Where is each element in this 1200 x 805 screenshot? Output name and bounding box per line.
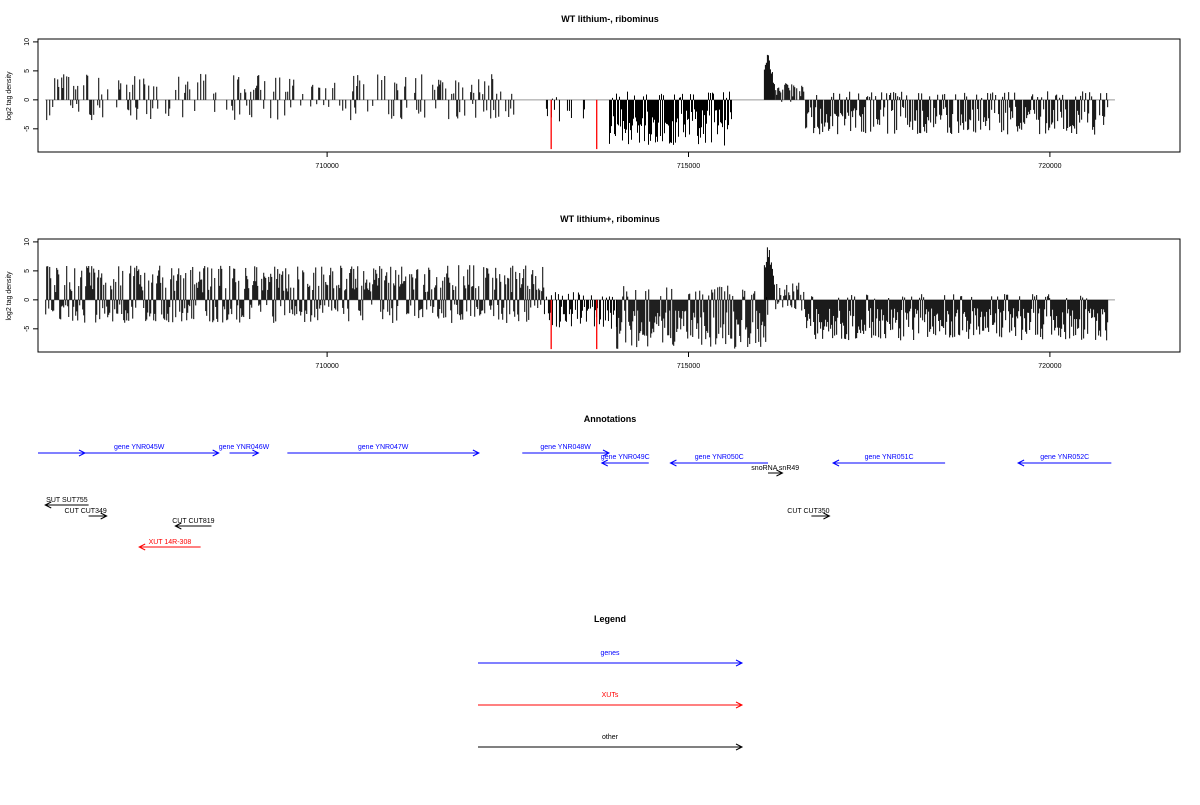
legend: Legend genes XUTs other	[478, 614, 744, 751]
gene-arrow: gene YNR045W	[59, 444, 220, 457]
x-tick-label: 715000	[677, 363, 700, 370]
xut-arrow: XUT 14R-308	[138, 539, 201, 551]
gene-arrow: gene YNR046W	[219, 444, 270, 457]
gene-label: gene YNR047W	[358, 444, 409, 451]
feature-arrow: CUT CUT350	[787, 508, 831, 520]
y-tick-label: -5	[24, 326, 31, 332]
plot-frame	[37, 238, 1181, 353]
gene-arrow: gene YNR048W	[522, 444, 611, 457]
x-axis: 710000 715000 720000	[315, 152, 1062, 170]
y-tick-label: 10	[24, 238, 31, 246]
y-tick-label: 0	[24, 98, 31, 102]
feature-label: CUT CUT819	[172, 518, 214, 525]
x-tick-label: 710000	[315, 163, 338, 170]
xut-label: XUT 14R-308	[149, 539, 192, 546]
y-axis-label: log2 tag density	[6, 271, 13, 321]
y-axis: 10 5 0 -5	[24, 238, 38, 332]
y-tick-label: 0	[24, 298, 31, 302]
gene-label: gene YNR050C	[695, 454, 744, 461]
annotations-title: Annotations	[584, 414, 637, 424]
legend-label: XUTs	[602, 692, 619, 699]
feature-arrow: snoRNA snR49	[751, 465, 799, 477]
annotation-features: gene YNR045W gene YNR046W gene YNR047W gene…	[38, 444, 1112, 551]
y-tick-label: 10	[24, 38, 31, 46]
gene-label: gene YNR052C	[1040, 454, 1089, 461]
y-tick-label: 5	[24, 269, 31, 273]
y-tick-label: -5	[24, 126, 31, 132]
feature-label: CUT CUT350	[787, 508, 829, 515]
track-panel-lithium-minus: WT lithium-, ribominus log2 tag density …	[6, 14, 1181, 170]
coverage-bars	[45, 54, 1115, 150]
gene-arrow: gene YNR049C	[600, 454, 650, 467]
coverage-bars	[45, 247, 1115, 350]
gene-label: gene YNR051C	[865, 454, 914, 461]
feature-arrow: SUT SUT755	[44, 497, 89, 509]
gene-arrow: gene YNR050C	[669, 454, 769, 467]
x-tick-label: 720000	[1038, 163, 1061, 170]
feature-label: snoRNA snR49	[751, 465, 799, 472]
gene-label: gene YNR046W	[219, 444, 270, 451]
gene-label: gene YNR049C	[601, 454, 650, 461]
gene-label: gene YNR045W	[114, 444, 165, 451]
plot-frame	[37, 38, 1181, 153]
track-title: WT lithium-, ribominus	[561, 14, 659, 24]
gene-arrow: gene YNR047W	[287, 444, 481, 457]
gene-arrow: gene YNR051C	[831, 454, 946, 467]
feature-arrow: CUT CUT349	[64, 508, 108, 520]
y-tick-label: 5	[24, 69, 31, 73]
legend-label: other	[602, 734, 619, 741]
x-axis: 710000 715000 720000	[315, 352, 1062, 370]
x-tick-label: 710000	[315, 363, 338, 370]
legend-item-other: other	[478, 734, 744, 751]
legend-items: genes XUTs other	[478, 650, 744, 751]
legend-item-xuts: XUTs	[478, 692, 744, 709]
gene-arrow: gene YNR052C	[1016, 454, 1112, 467]
y-axis: 10 5 0 -5	[24, 38, 38, 132]
annotations-track: Annotations gene YNR045W gene YNR046W gene…	[38, 414, 1112, 551]
x-tick-label: 715000	[677, 163, 700, 170]
x-tick-label: 720000	[1038, 363, 1061, 370]
gene-label: gene YNR048W	[540, 444, 591, 451]
track-title: WT lithium+, ribominus	[560, 214, 660, 224]
legend-label: genes	[600, 650, 620, 657]
y-axis-label: log2 tag density	[6, 71, 13, 121]
track-panel-lithium-plus: WT lithium+, ribominus log2 tag density …	[6, 214, 1181, 370]
feature-label: SUT SUT755	[46, 497, 88, 504]
legend-item-genes: genes	[478, 650, 744, 667]
legend-title: Legend	[594, 614, 626, 624]
feature-label: CUT CUT349	[64, 508, 106, 515]
feature-arrow: CUT CUT819	[172, 518, 215, 530]
